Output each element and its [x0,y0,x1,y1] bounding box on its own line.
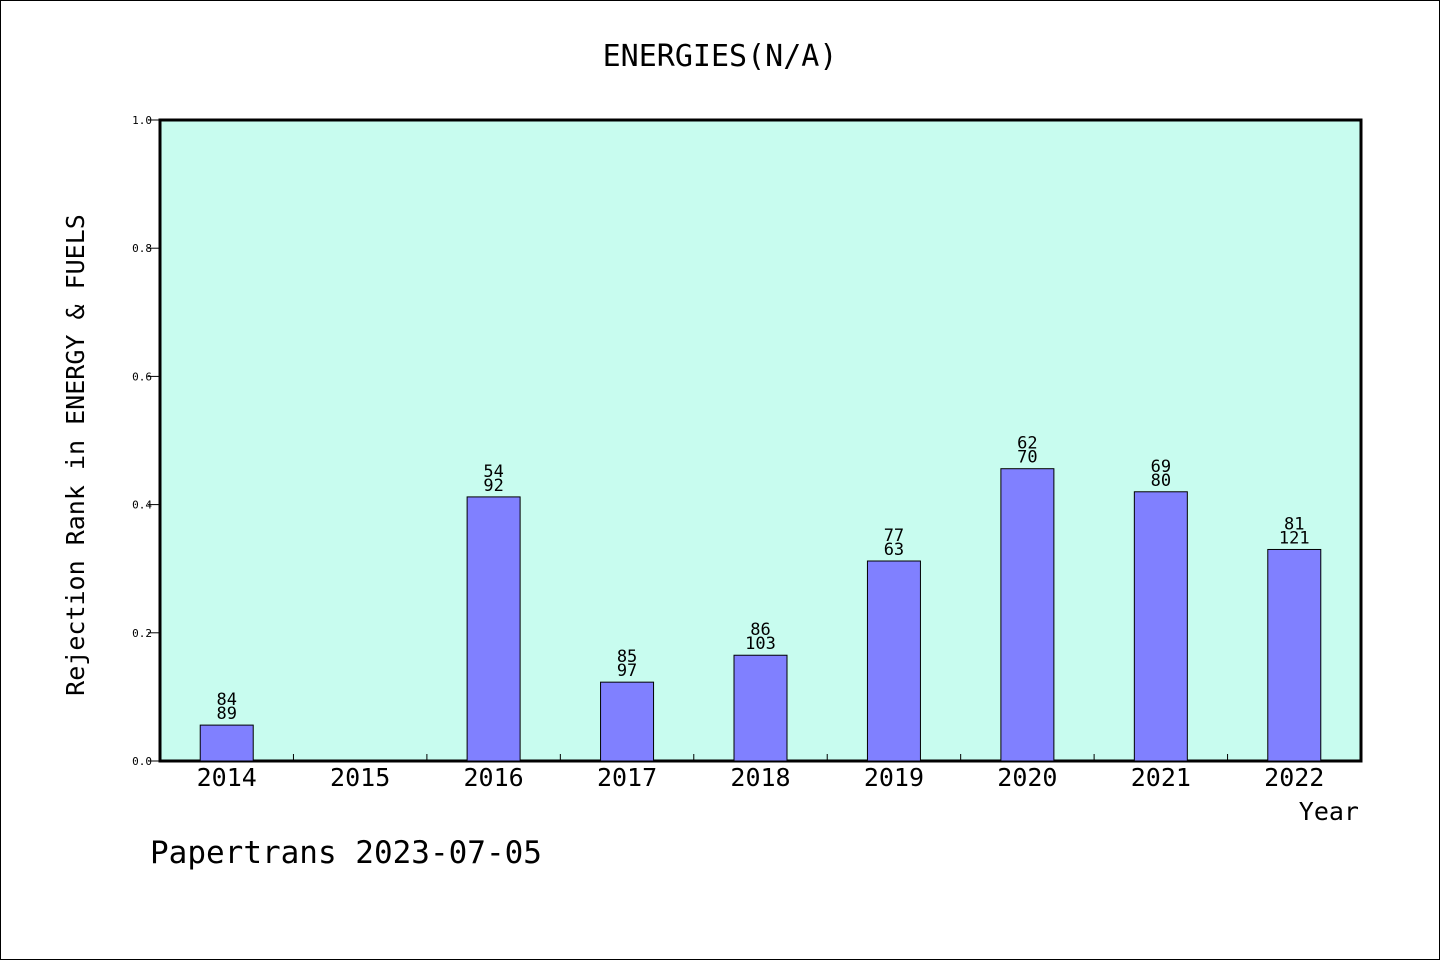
y-axis-label: Rejection Rank in ENERGY & FUELS [61,214,90,696]
bar-2016 [466,496,521,762]
x-axis-label: Year [1299,797,1359,826]
x-tick-label-2014: 2014 [197,763,257,792]
bar-label-bottom-2016: 92 [483,476,503,496]
bar-label-bottom-2018: 103 [745,634,776,654]
bar-label-bottom-2021: 80 [1151,471,1171,491]
bar-label-top-2016: 54 [483,462,503,482]
bar-label-bottom-2019: 63 [884,540,904,560]
y-tick-label-0.8: 0.8 [132,242,152,255]
chart-title: ENERGIES(N/A) [603,39,838,74]
bar-label-top-2020: 62 [1017,434,1037,454]
y-tick-label-0.0: 0.0 [132,755,152,768]
bar-label-top-2021: 69 [1151,457,1171,477]
x-tick-label-2021: 2021 [1131,763,1191,792]
bar-2019 [866,560,921,762]
bar-label-bottom-2022: 121 [1279,528,1310,548]
footer-text: Papertrans 2023-07-05 [150,835,542,871]
bar-label-top-2014: 84 [216,690,236,710]
x-tick-label-2020: 2020 [997,763,1057,792]
y-tick-label-0.4: 0.4 [132,499,152,512]
bar-label-top-2017: 85 [617,647,637,667]
bar-2014 [199,724,254,762]
bar-label-top-2018: 86 [750,620,770,640]
y-tick-label-0.6: 0.6 [132,370,152,383]
x-tick-label-2022: 2022 [1264,763,1324,792]
y-tick-label-1.0: 1.0 [132,114,152,127]
bar-2022 [1267,548,1322,762]
x-tick-label-2017: 2017 [597,763,657,792]
bar-label-top-2022: 81 [1284,514,1304,534]
bar-label-top-2019: 77 [884,526,904,546]
y-tick-label-0.2: 0.2 [132,627,152,640]
bar-label-bottom-2020: 70 [1017,448,1037,468]
bar-2018 [733,654,788,762]
x-tick-label-2019: 2019 [864,763,924,792]
bar-2020 [1000,468,1055,762]
x-tick-label-2016: 2016 [464,763,524,792]
bar-label-bottom-2017: 97 [617,661,637,681]
x-tick-label-2018: 2018 [730,763,790,792]
bar-2021 [1133,491,1188,762]
bar-label-bottom-2014: 89 [216,704,236,724]
x-tick-label-2015: 2015 [330,763,390,792]
bar-2017 [600,681,655,762]
